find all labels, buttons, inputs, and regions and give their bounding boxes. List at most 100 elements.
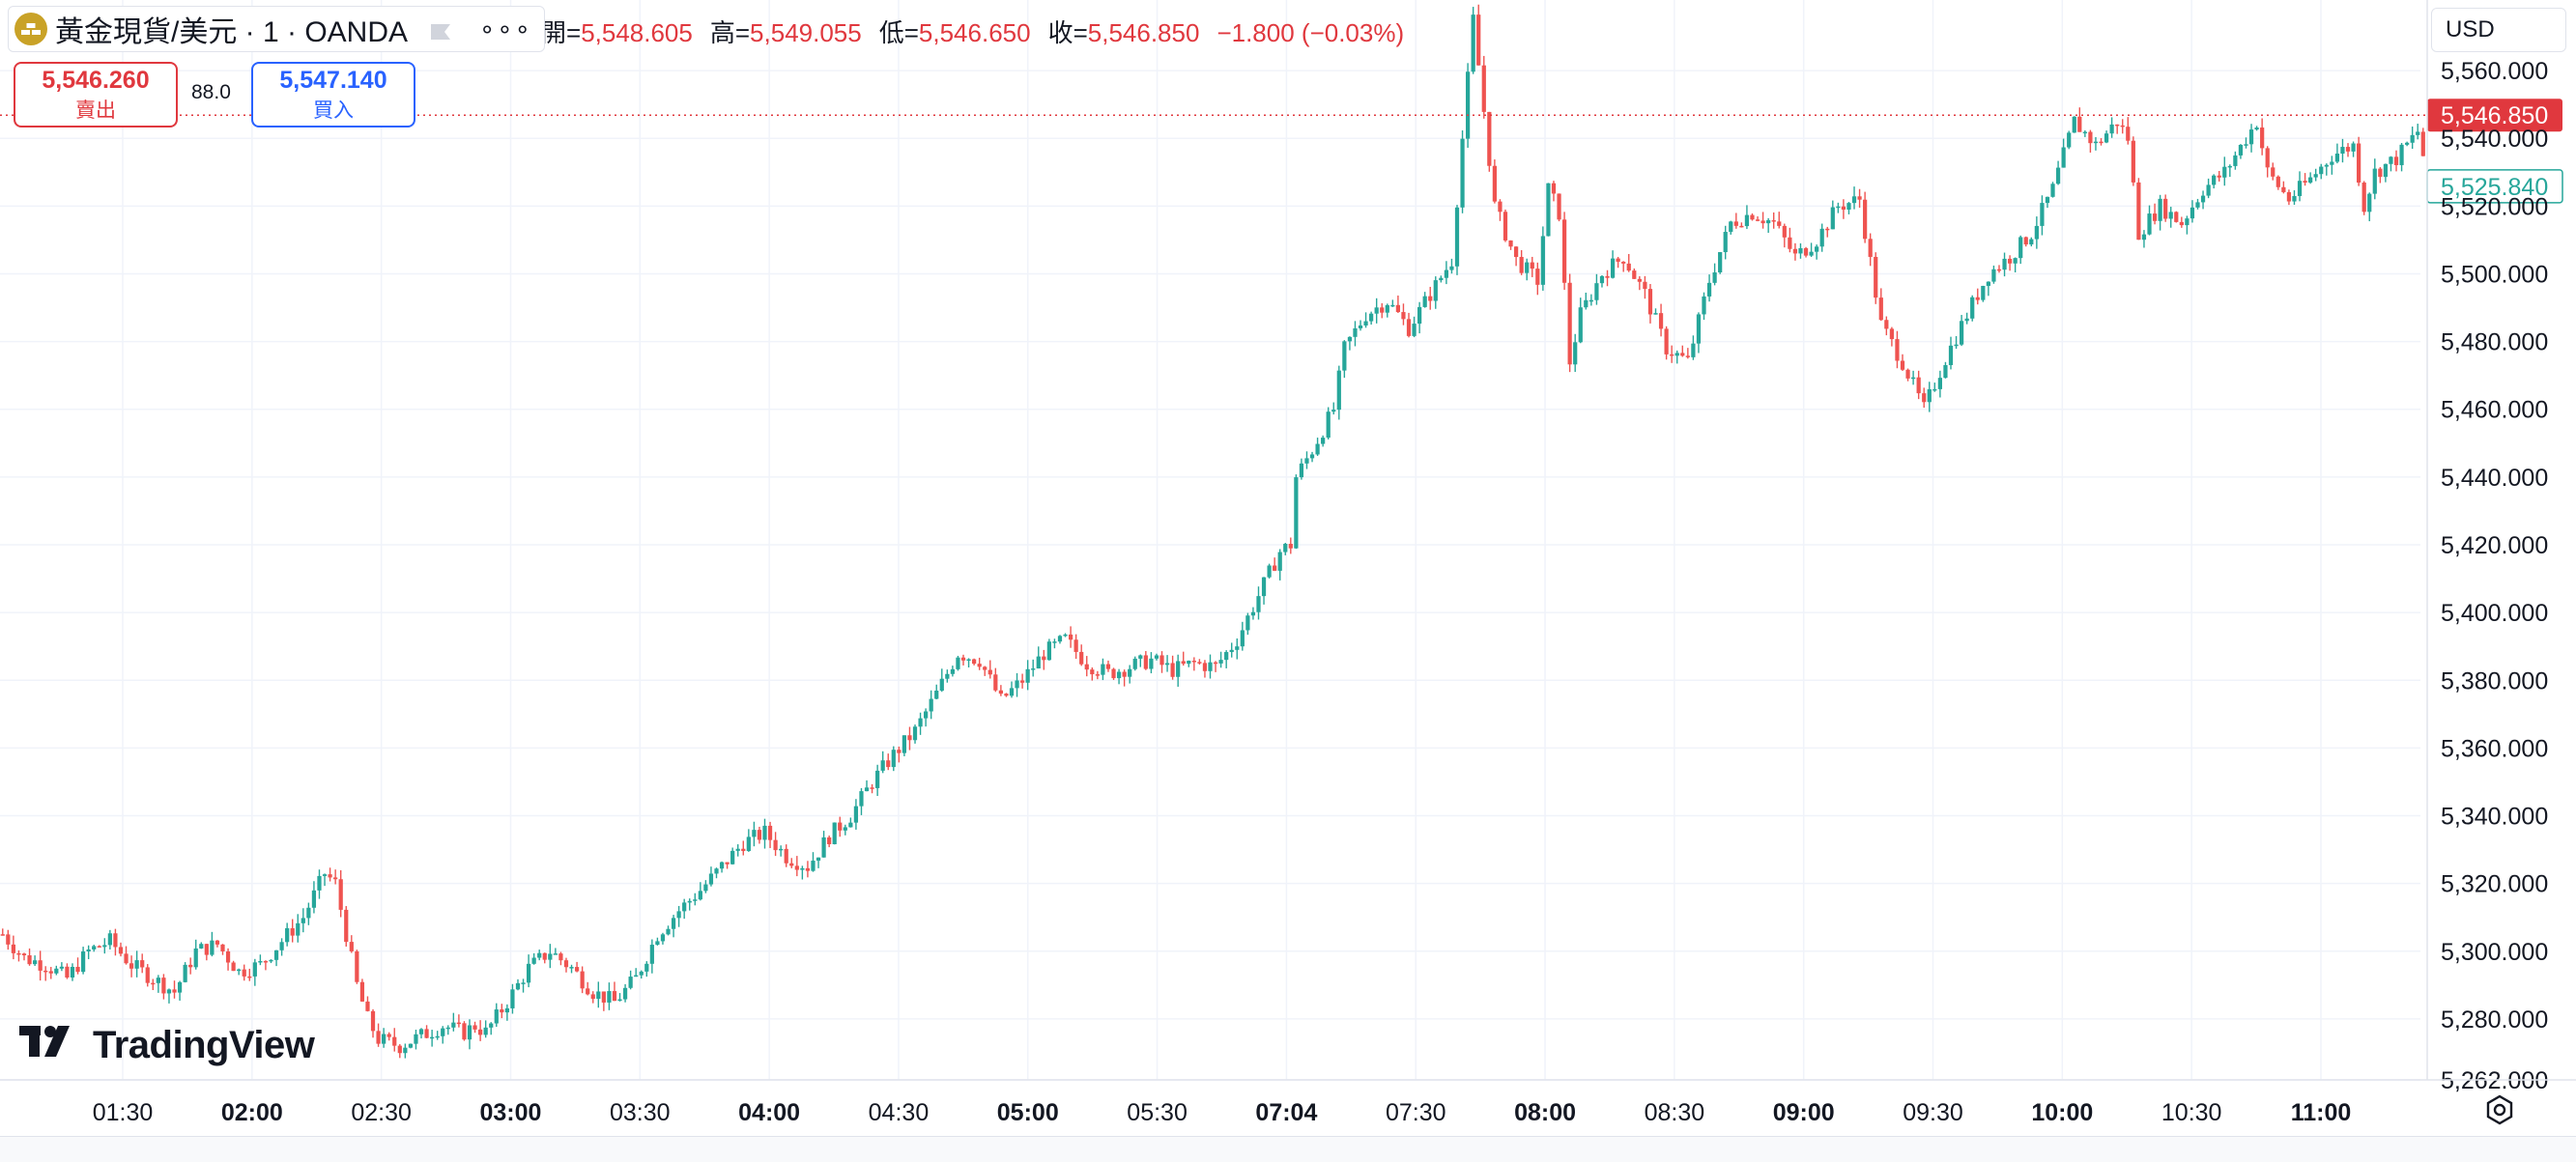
candle-body: [1561, 219, 1567, 283]
candle-body: [639, 971, 644, 976]
candle-body: [912, 726, 918, 741]
candle-body: [414, 1034, 418, 1044]
candle-body: [2029, 239, 2034, 245]
time-axis[interactable]: 01:30 02:00 02:30 03:00 03:30 04:00 04:30 05:00…: [0, 1079, 2576, 1126]
candle-body: [735, 848, 740, 851]
candle-body: [521, 982, 526, 984]
candle-body: [1095, 674, 1100, 676]
candle-body: [1948, 345, 1954, 365]
candle-body: [1132, 658, 1137, 669]
candle-body: [730, 850, 735, 864]
candle-body: [0, 934, 5, 936]
candle-body: [698, 891, 702, 900]
candle-body: [151, 982, 156, 985]
currency-selector[interactable]: USD: [2431, 8, 2566, 52]
candle-body: [2389, 156, 2393, 164]
candle-body: [1116, 671, 1122, 679]
candle-body: [424, 1029, 429, 1038]
candle-body: [843, 827, 847, 831]
candle-body: [1229, 649, 1234, 653]
candle-body: [2303, 181, 2307, 184]
candle-body: [1492, 165, 1497, 202]
candle-body: [129, 963, 134, 969]
candle-body: [1487, 111, 1492, 166]
candle-body: [1525, 262, 1530, 273]
candle-body: [1830, 207, 1835, 230]
candle-body: [210, 940, 215, 955]
candle-body: [1128, 668, 1132, 677]
candle-body: [1589, 299, 1593, 302]
candle-body: [838, 822, 843, 831]
price-tick-label: 5,300.000: [2441, 939, 2548, 966]
candle-body: [1363, 321, 1368, 326]
candle-body: [960, 657, 966, 661]
candle-body: [1637, 278, 1642, 282]
time-tick-label: 05:30: [1127, 1099, 1188, 1126]
candle-body: [1347, 336, 1353, 342]
candle-body: [1342, 341, 1347, 371]
candle-body: [1063, 634, 1068, 637]
candle-body: [16, 952, 21, 955]
candle-body: [1658, 313, 1664, 329]
ohlc-key: 開=: [541, 18, 582, 47]
candle-body: [430, 1036, 435, 1039]
price-axis[interactable]: 5,262.000 5,280.000 5,300.000 5,320.000 5,34…: [2426, 0, 2548, 1094]
candle-body: [2399, 144, 2404, 165]
time-tick-label: 05:00: [997, 1099, 1059, 1126]
candle-body: [848, 822, 853, 828]
price-tick-label: 5,460.000: [2441, 397, 2548, 424]
candle-body: [113, 933, 118, 948]
chart-grid: [0, 0, 2420, 1081]
candle-body: [38, 960, 43, 971]
candle-body: [92, 946, 97, 949]
candle-body: [1874, 256, 1878, 298]
tradingview-logo[interactable]: TradingView: [19, 1022, 315, 1068]
candle-body: [1380, 307, 1385, 313]
flag-icon[interactable]: [429, 18, 454, 40]
sell-button[interactable]: 5,546.260 賣出: [14, 62, 178, 128]
candle-body: [279, 942, 284, 950]
sell-label: 賣出: [75, 99, 116, 122]
candle-body: [676, 911, 681, 919]
candle-body: [231, 962, 236, 972]
price-tick-label: 5,280.000: [2441, 1006, 2548, 1034]
price-tick-label: 5,420.000: [2441, 532, 2548, 559]
candle-body: [1004, 694, 1009, 696]
candle-body: [1519, 257, 1524, 273]
candle-body: [435, 1035, 440, 1038]
candle-body: [1911, 377, 1916, 380]
candle-body: [1970, 297, 1975, 319]
symbol-title[interactable]: 黃金現貨/美元 · 1 · OANDA: [55, 16, 409, 48]
candle-body: [1733, 221, 1738, 226]
candle-body: [1256, 596, 1261, 612]
candle-body: [880, 760, 885, 771]
candle-body: [1610, 258, 1616, 278]
more-options-icon[interactable]: ∘∘∘: [479, 14, 532, 43]
candle-body: [1905, 369, 1910, 379]
candle-body: [1019, 680, 1025, 683]
candle-body: [1267, 565, 1272, 578]
candle-body: [907, 735, 912, 741]
candle-body: [1626, 263, 1631, 271]
ohlc-key: 收=: [1047, 18, 1088, 47]
candle-body: [317, 875, 322, 891]
candle-body: [1090, 669, 1095, 675]
candle-body: [1197, 662, 1202, 664]
symbol-legend[interactable]: 黃金現貨/美元 · 1 · OANDA ∘∘∘: [8, 6, 545, 52]
candle-body: [1369, 313, 1374, 322]
candle-body: [1025, 668, 1030, 683]
candle-body: [2147, 213, 2152, 235]
candle-body: [2233, 155, 2238, 166]
candle-body: [1159, 655, 1164, 666]
candle-body: [2420, 131, 2425, 156]
time-tick-label: 07:04: [1255, 1099, 1317, 1126]
price-tick-label: 5,340.000: [2441, 804, 2548, 831]
candle-body: [859, 791, 864, 807]
candle-body: [21, 953, 27, 956]
candle-body: [714, 868, 719, 874]
candle-body: [1288, 544, 1293, 549]
settings-icon[interactable]: [2483, 1093, 2516, 1126]
buy-button[interactable]: 5,547.140 買入: [251, 62, 415, 128]
candle-body: [2238, 144, 2244, 156]
